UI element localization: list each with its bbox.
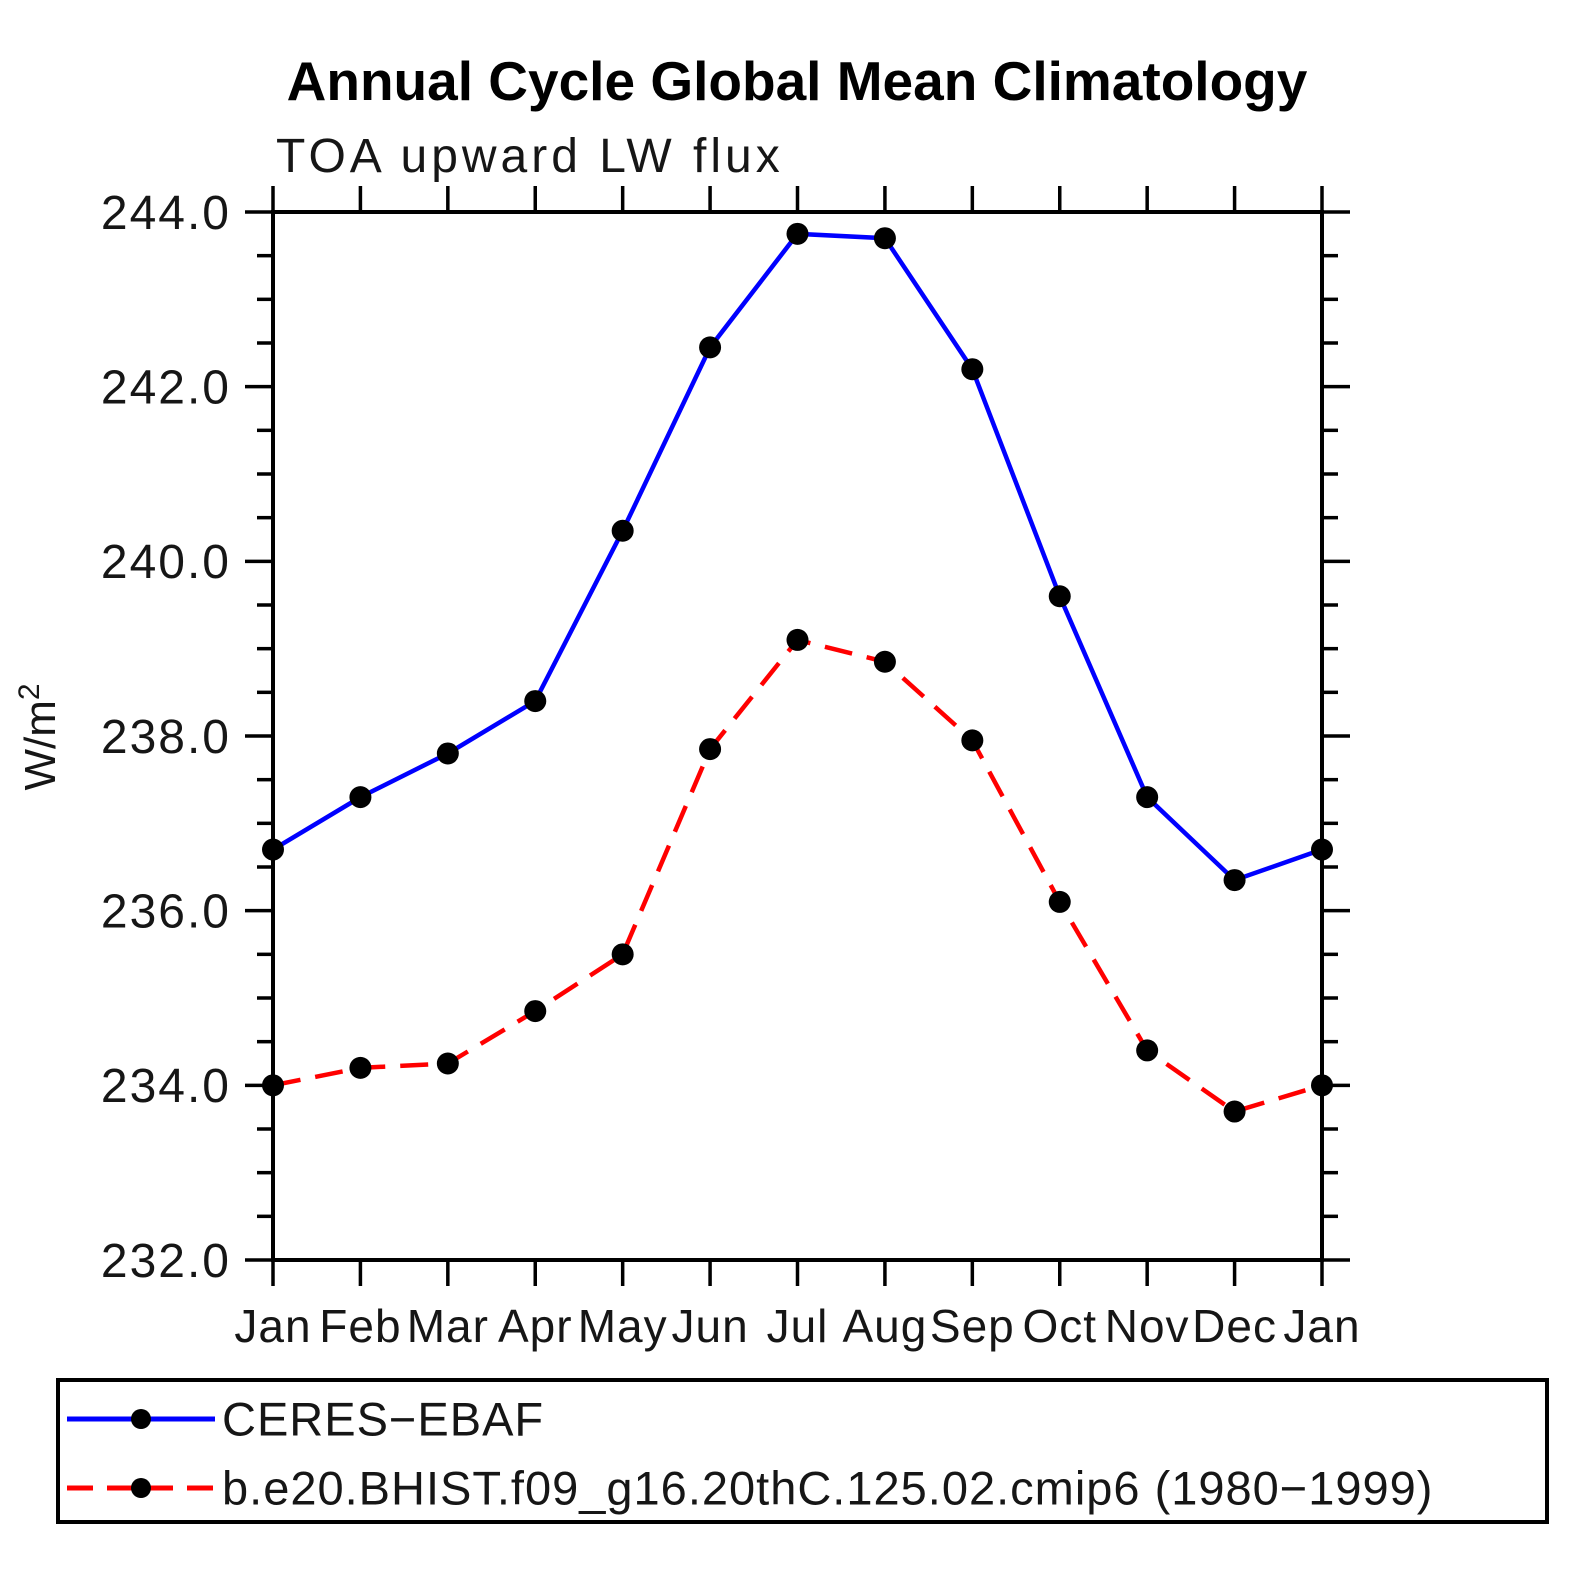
x-tick-label: Mar	[407, 1300, 489, 1352]
x-tick-label: Feb	[319, 1300, 401, 1352]
series-marker-1	[1136, 1039, 1159, 1062]
series-marker-0	[1136, 786, 1159, 809]
y-tick-label: 242.0	[101, 361, 231, 414]
series-marker-0	[349, 786, 372, 809]
y-tick-label: 240.0	[101, 536, 231, 589]
legend-label-ceres: CERES−EBAF	[222, 1392, 544, 1445]
series-marker-1	[349, 1056, 372, 1079]
x-tick-label: May	[578, 1300, 668, 1352]
legend-marker-model	[131, 1478, 151, 1498]
x-tick-label: Jan	[234, 1300, 311, 1352]
axis-ticks: Jan Feb Mar Apr May Jun Jul Aug Sep Oct Nov Dec Jan2…	[101, 186, 1360, 1352]
y-tick-label: 238.0	[101, 711, 231, 764]
x-tick-label: Sep	[930, 1300, 1015, 1352]
x-tick-label: Dec	[1192, 1300, 1277, 1352]
y-tick-label: 232.0	[101, 1235, 231, 1288]
series-marker-0	[786, 222, 809, 245]
series-marker-0	[961, 358, 984, 381]
x-tick-label: Aug	[842, 1300, 927, 1352]
series-marker-1	[873, 650, 896, 673]
x-tick-label: Oct	[1022, 1300, 1097, 1352]
series-marker-0	[1048, 585, 1071, 608]
series-marker-1	[961, 729, 984, 752]
series-marker-1	[1223, 1100, 1246, 1123]
legend-label-model: b.e20.BHIST.f09_g16.20thC.125.02.cmip6 (…	[222, 1461, 1433, 1514]
page-title: Annual Cycle Global Mean Climatology	[287, 50, 1308, 112]
series-marker-0	[611, 519, 634, 542]
data-series	[262, 222, 1333, 1123]
x-tick-label: Jul	[767, 1300, 829, 1352]
series-marker-0	[873, 227, 896, 250]
series-line-0	[271, 231, 1323, 883]
x-tick-label: Jan	[1283, 1300, 1360, 1352]
x-tick-label: Nov	[1105, 1300, 1190, 1352]
y-axis-unit-label: W/m2	[13, 683, 65, 790]
series-marker-1	[786, 628, 809, 651]
chart-subtitle: TOA upward LW flux	[276, 130, 784, 183]
series-marker-1	[1048, 890, 1071, 913]
y-tick-label: 244.0	[101, 187, 231, 240]
legend-marker-ceres	[131, 1409, 151, 1429]
series-marker-0	[699, 336, 722, 359]
series-marker-0	[436, 742, 459, 765]
series-marker-1	[524, 1000, 547, 1023]
series-marker-0	[1223, 869, 1246, 892]
x-tick-label: Jun	[671, 1300, 748, 1352]
series-marker-1	[436, 1052, 459, 1075]
plot-frame	[271, 210, 1324, 1262]
series-marker-1	[611, 943, 634, 966]
y-tick-label: 234.0	[101, 1060, 231, 1113]
series-line-1	[272, 637, 1323, 1115]
y-tick-label: 236.0	[101, 885, 231, 938]
series-marker-1	[699, 738, 722, 761]
x-tick-label: Apr	[498, 1300, 573, 1352]
series-marker-0	[524, 690, 547, 713]
legend-box: CERES−EBAF b.e20.BHIST.f09_g16.20thC.125…	[56, 1378, 1549, 1524]
